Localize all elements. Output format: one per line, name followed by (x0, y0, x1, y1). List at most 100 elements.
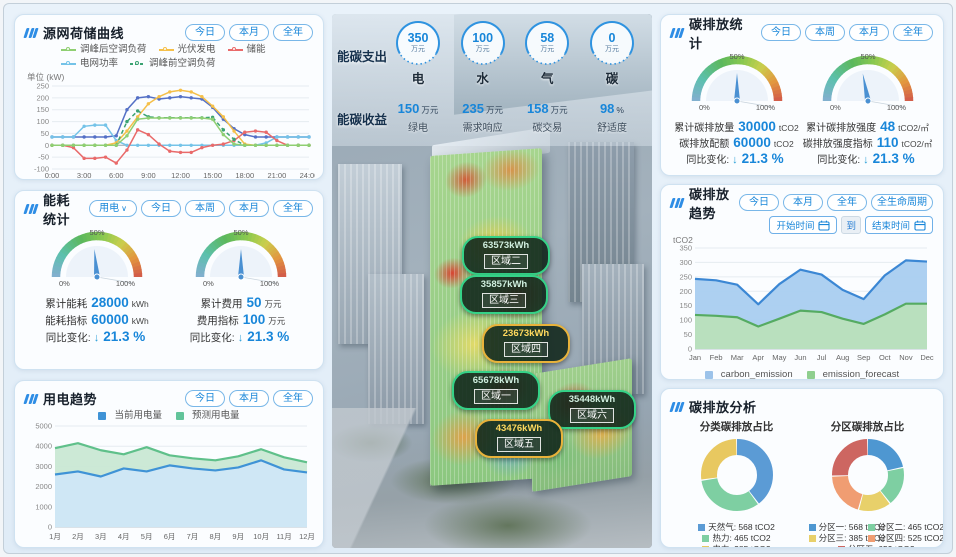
time-filter-button[interactable]: 本周 (805, 24, 845, 41)
donut-legend-item[interactable]: 分区三: 385 tCO2 (808, 533, 885, 544)
energy-type-dropdown[interactable]: 用电 ∨ (89, 200, 137, 217)
svg-text:0%: 0% (699, 103, 710, 112)
svg-text:21:00: 21:00 (267, 171, 286, 180)
svg-text:150: 150 (679, 301, 692, 310)
expense-circles: 350 万元 电 100 万元 水 58 万元 气 0 万元 碳 (390, 20, 640, 87)
donut-legend-item[interactable]: 天然气: 568 tCO2 (698, 522, 775, 533)
svg-text:0%: 0% (830, 103, 841, 112)
donut-legend-item[interactable]: 热力: 465 tCO2 (702, 533, 771, 544)
time-filter-button[interactable]: 全年 (893, 24, 933, 41)
time-filter-button[interactable]: 全年 (273, 200, 313, 217)
donut-legend-item[interactable]: 分区四: 525 tCO2 (867, 533, 943, 544)
donut-legend-item[interactable]: 分区五: 659 tCO2 (838, 544, 915, 547)
down-arrow-icon: ↓ (237, 332, 244, 344)
panel-title: 碳排放分析 (689, 400, 757, 415)
ring-icon (396, 21, 440, 65)
svg-text:-100: -100 (34, 165, 49, 174)
svg-text:5000: 5000 (35, 422, 52, 431)
panel-title: 能耗统计 (43, 192, 71, 227)
donut-legend-item[interactable]: 电力: 385 tCO2 (702, 544, 771, 547)
svg-text:Aug: Aug (836, 353, 849, 362)
expense-item: 58 万元 气 (519, 20, 575, 87)
dashboard: 源网荷储曲线 今日 本月 全年 调峰后空调负荷 光伏发电 储能 电网功率 调峰前空调… (3, 3, 953, 554)
time-filter-button[interactable]: 今日 (739, 194, 779, 211)
expense-label: 能碳支出 (337, 50, 388, 64)
time-filter-button[interactable]: 今日 (185, 24, 225, 41)
panel-icon (23, 203, 39, 214)
time-filter-button[interactable]: 本月 (229, 24, 269, 41)
svg-text:0:00: 0:00 (45, 171, 60, 180)
end-date-input[interactable]: 结束时间 (864, 216, 933, 234)
svg-text:4月: 4月 (118, 532, 130, 541)
legend-item[interactable]: 调峰前空调负荷 (130, 57, 216, 70)
donut-legend-item[interactable]: 分区一: 568 tCO2 (808, 522, 885, 533)
legend-square-icon (867, 523, 875, 531)
time-filter-button[interactable]: 全年 (827, 194, 867, 211)
stat-row: 碳排放强度指标 110 tCO2/㎡ (802, 135, 933, 150)
zone-donut-block: 分区碳排放占比 分区一: 568 tCO2 分区二: 465 tCO2 分区三: 3… (802, 417, 943, 547)
svg-text:50%: 50% (729, 52, 744, 61)
donut-title: 分类碳排放占比 (699, 421, 774, 433)
carbon-emission-gauge: 0% 50% 100% (671, 47, 802, 118)
income-item: 235 万元 需求响应 (462, 101, 504, 134)
start-date-input[interactable]: 开始时间 (769, 216, 838, 234)
stat-row: 能耗指标 60000 kWh (45, 312, 149, 327)
category-donut-chart (671, 435, 802, 520)
ring-icon (525, 21, 570, 65)
y-axis-unit-label: tCO2 (673, 235, 693, 245)
legend-square-icon (808, 523, 816, 531)
time-filter-button[interactable]: 本周 (185, 200, 225, 217)
svg-text:Sep: Sep (857, 353, 870, 362)
panel-icon (669, 197, 685, 208)
legend-item[interactable]: 预测用电量 (176, 409, 240, 422)
carbon-intensity-gauge: 0% 50% 100% (802, 47, 933, 118)
svg-text:24:00: 24:00 (300, 171, 315, 180)
date-range-to-label: 到 (841, 216, 861, 234)
legend-item[interactable]: emission_forecast (806, 368, 899, 379)
zone-label: 63573kWh 区域二 (462, 236, 550, 275)
time-filter-button[interactable]: 全年 (273, 24, 313, 41)
svg-text:50: 50 (41, 129, 49, 138)
stat-row: 同比变化: ↓ 21.3 % (45, 329, 146, 344)
svg-text:50: 50 (684, 330, 692, 339)
legend-item[interactable]: 光伏发电 (158, 43, 216, 56)
panel-usage-trend: 用电趋势 今日 本月 全年 当前用电量 预测用电量 5000 4000 3000 2000 1… (14, 380, 324, 548)
time-filter-button[interactable]: 本月 (849, 24, 889, 41)
svg-text:250: 250 (36, 83, 49, 91)
time-filter-buttons: 今日 本月 全年 (185, 390, 313, 407)
legend-square-icon (98, 411, 107, 420)
time-filter-buttons: 今日 本月 全年 (185, 24, 313, 41)
legend-item[interactable]: carbon_emission (704, 368, 793, 379)
cost-gauge: 0% 50% 100% (169, 223, 313, 294)
legend-item[interactable]: 储能 (227, 43, 266, 56)
zone-label: 35448kWh 区域六 (548, 390, 636, 429)
down-arrow-icon: ↓ (732, 154, 738, 166)
income-label: 能碳收益 (337, 113, 388, 127)
legend-item[interactable]: 当前用电量 (98, 409, 162, 422)
svg-text:100%: 100% (260, 279, 280, 288)
time-filter-button[interactable]: 今日 (141, 200, 181, 217)
time-filter-button[interactable]: 本月 (229, 390, 269, 407)
zone-donut-chart (802, 435, 933, 520)
stat-row: 碳排放配额 60000 tCO2 (679, 135, 794, 150)
stat-row: 同比变化: ↓ 21.3 % (686, 151, 784, 166)
time-filter-button[interactable]: 全年 (273, 390, 313, 407)
svg-text:Oct: Oct (879, 353, 892, 362)
svg-text:100: 100 (36, 117, 49, 126)
donut-legend-item[interactable]: 分区二: 465 tCO2 (867, 522, 943, 533)
svg-text:100: 100 (679, 316, 692, 325)
time-filter-button[interactable]: 今日 (185, 390, 225, 407)
legend-item[interactable]: 电网功率 (61, 57, 118, 70)
expense-item: 100 万元 水 (455, 20, 511, 87)
time-filter-button[interactable]: 本月 (783, 194, 823, 211)
stat-row: 累计能耗 28000 kWh (45, 295, 149, 310)
svg-text:15:00: 15:00 (203, 171, 222, 180)
expense-item: 350 万元 电 (390, 20, 446, 87)
time-filter-button[interactable]: 本月 (229, 200, 269, 217)
time-filter-button[interactable]: 全生命周期 (871, 194, 933, 211)
svg-text:0%: 0% (59, 279, 70, 288)
chart-legend: 调峰后空调负荷 光伏发电 储能 电网功率 调峰前空调负荷 (25, 43, 313, 70)
legend-item[interactable]: 调峰后空调负荷 (61, 43, 147, 56)
time-filter-button[interactable]: 今日 (761, 24, 801, 41)
